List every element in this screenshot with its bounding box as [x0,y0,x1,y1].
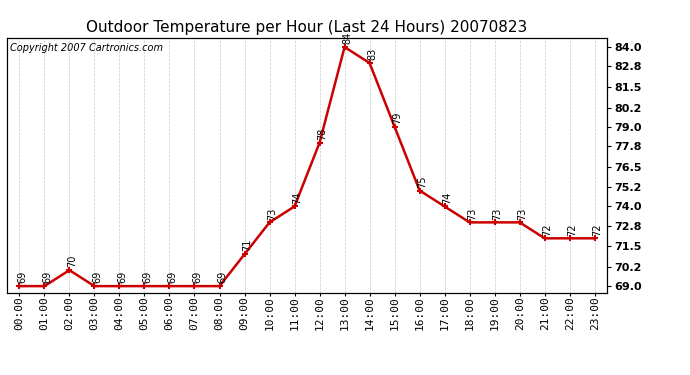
Text: 75: 75 [417,175,427,188]
Text: 73: 73 [467,207,477,220]
Text: 73: 73 [493,207,502,220]
Text: 72: 72 [542,223,553,236]
Text: 74: 74 [442,191,453,204]
Text: 73: 73 [267,207,277,220]
Text: 69: 69 [117,271,127,284]
Text: 69: 69 [167,271,177,284]
Text: 69: 69 [193,271,202,284]
Text: 69: 69 [42,271,52,284]
Text: 84: 84 [342,32,353,44]
Text: Copyright 2007 Cartronics.com: Copyright 2007 Cartronics.com [10,43,163,52]
Text: 72: 72 [593,223,602,236]
Text: 78: 78 [317,128,327,140]
Text: 69: 69 [142,271,152,284]
Text: 83: 83 [367,48,377,60]
Text: 72: 72 [567,223,578,236]
Title: Outdoor Temperature per Hour (Last 24 Hours) 20070823: Outdoor Temperature per Hour (Last 24 Ho… [86,20,528,35]
Text: 74: 74 [293,191,302,204]
Text: 69: 69 [92,271,102,284]
Text: 71: 71 [242,239,253,252]
Text: 79: 79 [393,112,402,124]
Text: 69: 69 [17,271,27,284]
Text: 69: 69 [217,271,227,284]
Text: 70: 70 [67,255,77,267]
Text: 73: 73 [518,207,527,220]
